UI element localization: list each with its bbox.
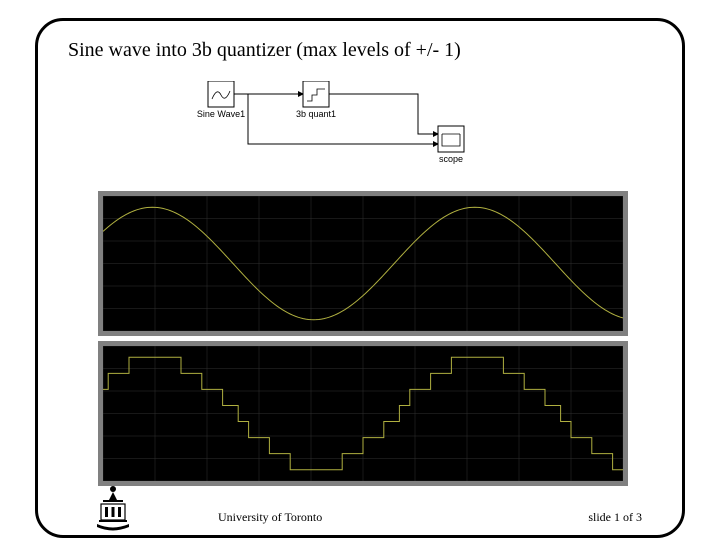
svg-text:scope: scope xyxy=(439,154,463,164)
slide-title: Sine wave into 3b quantizer (max levels … xyxy=(68,39,461,62)
scope-plot-sine xyxy=(98,191,628,336)
university-crest-icon xyxy=(93,483,133,533)
svg-text:Sine Wave1: Sine Wave1 xyxy=(197,109,245,119)
footer-slide-number: slide 1 of 3 xyxy=(588,510,642,525)
svg-text:3b quant1: 3b quant1 xyxy=(296,109,336,119)
scope-plot-quantized xyxy=(98,341,628,486)
block-diagram: Sine Wave1 3b quant1 scope xyxy=(188,81,508,171)
slide-frame: Sine wave into 3b quantizer (max levels … xyxy=(35,18,685,538)
footer-university: University of Toronto xyxy=(218,510,322,525)
